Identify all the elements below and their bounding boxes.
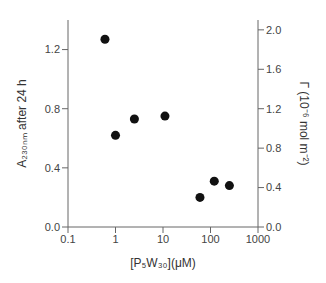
svg-text:0.0: 0.0 — [45, 221, 60, 233]
svg-text:0.0: 0.0 — [266, 221, 281, 233]
svg-text:0.8: 0.8 — [266, 142, 281, 154]
svg-text:10: 10 — [157, 233, 169, 245]
svg-text:100: 100 — [201, 233, 219, 245]
svg-text:A₂₃₀ₙₘ after 24 h: A₂₃₀ₙₘ after 24 h — [15, 79, 29, 168]
svg-text:[P₅W₃₀](μM): [P₅W₃₀](μM) — [130, 256, 196, 270]
svg-text:1.6: 1.6 — [266, 63, 281, 75]
svg-text:1: 1 — [112, 233, 118, 245]
svg-text:0.4: 0.4 — [266, 181, 281, 193]
svg-text:1.2: 1.2 — [45, 43, 60, 55]
svg-text:0.8: 0.8 — [45, 103, 60, 115]
svg-text:1.2: 1.2 — [266, 103, 281, 115]
svg-text:2.0: 2.0 — [266, 24, 281, 36]
svg-text:Γ (10⁻⁶ mol m⁻²): Γ (10⁻⁶ mol m⁻²) — [297, 81, 311, 165]
svg-text:1000: 1000 — [246, 233, 270, 245]
svg-text:0.4: 0.4 — [45, 162, 60, 174]
svg-text:0.1: 0.1 — [60, 233, 75, 245]
